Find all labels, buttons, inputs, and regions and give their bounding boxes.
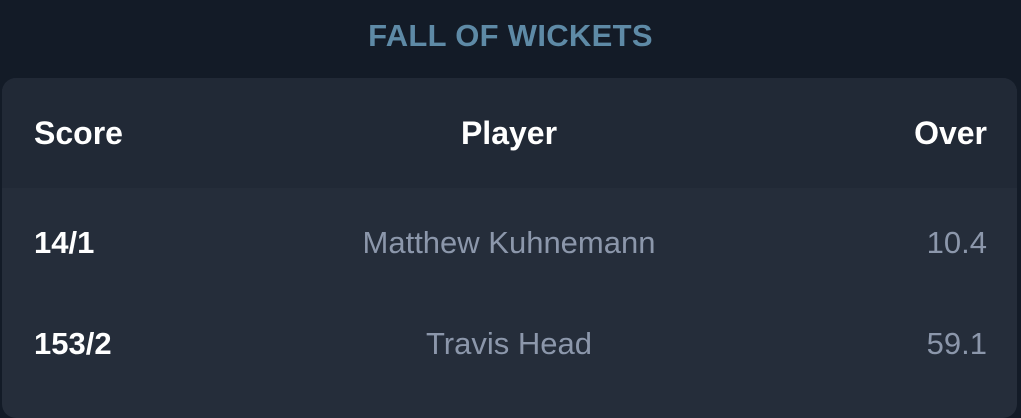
header-over: Over (914, 115, 987, 151)
table-row: 14/1 Matthew Kuhnemann 10.4 (2, 188, 1017, 298)
wicket-score: 14/1 (34, 225, 95, 260)
table-header-row: Score Player Over (2, 78, 1017, 188)
wicket-over: 10.4 (926, 225, 987, 260)
fall-of-wickets-table: Score Player Over 14/1 Matthew Kuhnemann… (2, 78, 1017, 418)
wicket-over: 59.1 (926, 326, 987, 361)
section-title: FALL OF WICKETS (368, 18, 653, 53)
wicket-score: 153/2 (34, 326, 112, 361)
wicket-player: Matthew Kuhnemann (362, 225, 656, 260)
wicket-player: Travis Head (426, 326, 592, 361)
header-player: Player (460, 115, 558, 151)
table-row: 153/2 Travis Head 59.1 (2, 298, 1017, 408)
header-score: Score (34, 115, 123, 151)
